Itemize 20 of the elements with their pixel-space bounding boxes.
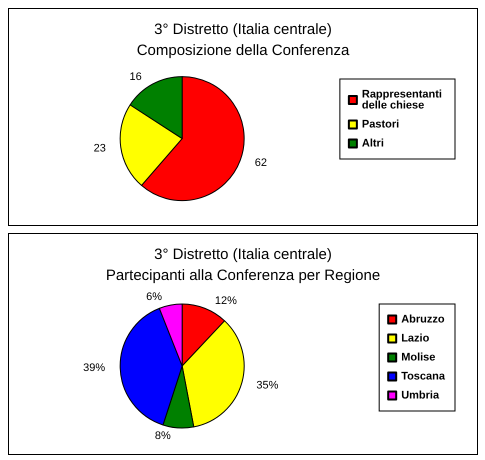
- data-label: 23: [94, 142, 106, 154]
- data-label: 6%: [146, 291, 162, 304]
- chart-subtitle: Partecipanti alla Conferenza per Regione: [106, 267, 380, 284]
- legend-label: Lazio: [401, 332, 430, 344]
- legend-label: Rappresentanti delle chiese: [362, 88, 446, 112]
- legend-label: Altri: [362, 138, 384, 150]
- chart-subtitle: Composizione della Conferenza: [136, 42, 350, 59]
- data-label: 12%: [214, 294, 238, 307]
- data-label: 8%: [154, 430, 171, 442]
- legend-label: Abruzzo: [401, 314, 445, 326]
- legend-label: Toscana: [401, 370, 446, 382]
- chart-title: 3° Distretto (Italia centrale): [154, 21, 332, 38]
- data-label: 62: [254, 157, 267, 170]
- legend-label: Molise: [401, 352, 436, 364]
- chart-title: 3° Distretto (Italia centrale): [154, 246, 332, 263]
- data-label: 39%: [83, 362, 106, 374]
- legend-label: Umbria: [401, 390, 440, 402]
- data-label: 16: [129, 71, 142, 84]
- legend-label: Pastori: [362, 118, 400, 130]
- data-label: 35%: [256, 380, 279, 392]
